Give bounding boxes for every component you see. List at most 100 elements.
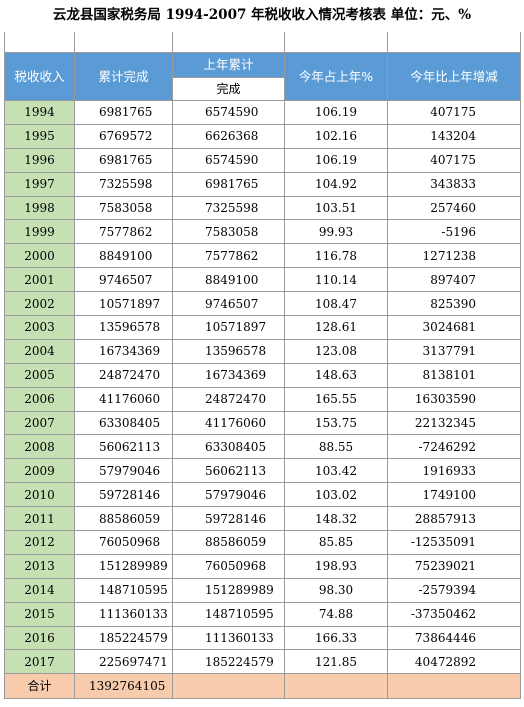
change-cell: 343833 xyxy=(387,171,521,197)
header-row-2: 完成 xyxy=(5,77,521,101)
cumulative-cell: 6981765 xyxy=(74,147,173,173)
cumulative-cell: 111360133 xyxy=(74,601,173,627)
year-cell: 1999 xyxy=(4,219,75,245)
prev-cumulative-cell: 76050968 xyxy=(172,553,285,579)
table-row: 1998 7583058 7325598 103.51 257460 xyxy=(4,195,521,221)
year-cell: 2012 xyxy=(4,530,75,555)
prev-cumulative-cell: 6981765 xyxy=(172,171,285,197)
year-cell: 1998 xyxy=(4,195,75,221)
header-tax-income: 税收收入 xyxy=(4,52,75,101)
percent-cell: 116.78 xyxy=(284,243,388,269)
percent-cell: 103.51 xyxy=(284,195,388,221)
percent-cell: 148.32 xyxy=(284,506,388,532)
prev-cumulative-cell: 9746507 xyxy=(172,291,285,317)
percent-cell: 153.75 xyxy=(284,410,388,436)
percent-cell: 99.93 xyxy=(284,219,388,245)
prev-cumulative-cell: 7583058 xyxy=(172,219,285,245)
percent-cell: 198.93 xyxy=(284,553,388,579)
cumulative-cell: 6769572 xyxy=(74,123,173,149)
change-cell: -12535091 xyxy=(387,530,521,555)
prev-cumulative-cell: 7325598 xyxy=(172,195,285,221)
prev-cumulative-cell: 88586059 xyxy=(172,530,285,555)
prev-cumulative-cell: 185224579 xyxy=(172,649,285,675)
cumulative-cell: 8849100 xyxy=(74,243,173,269)
year-cell: 2014 xyxy=(4,577,75,603)
cumulative-cell: 148710595 xyxy=(74,577,173,603)
cumulative-cell: 7325598 xyxy=(74,171,173,197)
prev-cumulative-cell: 148710595 xyxy=(172,601,285,627)
table-row: 1999 7577862 7583058 99.93 -5196 xyxy=(4,219,521,245)
year-cell: 2013 xyxy=(4,553,75,579)
year-cell: 2017 xyxy=(4,649,75,675)
table-row: 2003 13596578 10571897 128.61 3024681 xyxy=(4,315,521,340)
year-cell: 2008 xyxy=(4,434,75,460)
change-cell: 1916933 xyxy=(387,458,521,484)
cumulative-cell: 76050968 xyxy=(74,530,173,555)
prev-cumulative-cell: 16734369 xyxy=(172,362,285,388)
year-cell: 1995 xyxy=(4,123,75,149)
change-cell: 257460 xyxy=(387,195,521,221)
year-cell: 2001 xyxy=(4,267,75,293)
percent-cell: 88.55 xyxy=(284,434,388,460)
percent-cell: 148.63 xyxy=(284,362,388,388)
cumulative-cell: 57979046 xyxy=(74,458,173,484)
table-row: 2007 63308405 41176060 153.75 22132345 xyxy=(4,410,521,436)
cumulative-cell: 16734369 xyxy=(74,338,173,364)
prev-cumulative-cell: 41176060 xyxy=(172,410,285,436)
year-cell: 2003 xyxy=(4,315,75,340)
table-row: 1994 6981765 6574590 106.19 407175 xyxy=(4,100,521,125)
table-row: 2011 88586059 59728146 148.32 28857913 xyxy=(4,506,521,532)
prev-cumulative-cell: 6574590 xyxy=(172,100,285,125)
change-cell: -37350462 xyxy=(387,601,521,627)
table-row: 2017 225697471 185224579 121.85 40472892 xyxy=(4,649,521,675)
prev-cumulative-cell: 6574590 xyxy=(172,147,285,173)
prev-cumulative-cell: 111360133 xyxy=(172,625,285,651)
year-cell: 2000 xyxy=(4,243,75,269)
prev-cumulative-cell: 57979046 xyxy=(172,482,285,508)
year-cell: 2010 xyxy=(4,482,75,508)
table-row: 2000 8849100 7577862 116.78 1271238 xyxy=(4,243,521,269)
change-cell: 40472892 xyxy=(387,649,521,675)
table-row: 2009 57979046 56062113 103.42 1916933 xyxy=(4,458,521,484)
total-value: 1392764105 xyxy=(74,673,173,700)
table-row: 2002 10571897 9746507 108.47 825390 xyxy=(4,291,521,317)
blank-row xyxy=(4,32,521,53)
table-row: 2004 16734369 13596578 123.08 3137791 xyxy=(4,338,521,364)
year-cell: 2007 xyxy=(4,410,75,436)
percent-cell: 85.85 xyxy=(284,530,388,555)
year-cell: 2002 xyxy=(4,291,75,317)
total-label: 合计 xyxy=(4,673,75,700)
change-cell: 897407 xyxy=(387,267,521,293)
cumulative-cell: 88586059 xyxy=(74,506,173,532)
percent-cell: 104.92 xyxy=(284,171,388,197)
header-cumulative: 累计完成 xyxy=(74,52,173,101)
prev-cumulative-cell: 59728146 xyxy=(172,506,285,532)
change-cell: 407175 xyxy=(387,147,521,173)
table-row: 2006 41176060 24872470 165.55 16303590 xyxy=(4,386,521,412)
table-row: 2012 76050968 88586059 85.85 -12535091 xyxy=(4,530,521,555)
prev-cumulative-cell: 7577862 xyxy=(172,243,285,269)
prev-cumulative-cell: 13596578 xyxy=(172,338,285,364)
percent-cell: 106.19 xyxy=(284,100,388,125)
change-cell: 22132345 xyxy=(387,410,521,436)
percent-cell: 74.88 xyxy=(284,601,388,627)
cumulative-cell: 7577862 xyxy=(74,219,173,245)
cumulative-cell: 151289989 xyxy=(74,553,173,579)
prev-cumulative-cell: 63308405 xyxy=(172,434,285,460)
prev-cumulative-cell: 6626368 xyxy=(172,123,285,149)
tax-table: 税收收入 累计完成 上年累计 今年占上年% 今年比上年增减 完成 1994 698… xyxy=(4,32,521,700)
table-row: 2001 9746507 8849100 110.14 897407 xyxy=(4,267,521,293)
percent-cell: 103.42 xyxy=(284,458,388,484)
cumulative-cell: 13596578 xyxy=(74,315,173,340)
percent-cell: 123.08 xyxy=(284,338,388,364)
change-cell: 1271238 xyxy=(387,243,521,269)
year-cell: 2006 xyxy=(4,386,75,412)
year-cell: 2016 xyxy=(4,625,75,651)
change-cell: 16303590 xyxy=(387,386,521,412)
prev-cumulative-cell: 24872470 xyxy=(172,386,285,412)
cumulative-cell: 59728146 xyxy=(74,482,173,508)
year-cell: 2011 xyxy=(4,506,75,532)
percent-cell: 103.02 xyxy=(284,482,388,508)
change-cell: 75239021 xyxy=(387,553,521,579)
cumulative-cell: 7583058 xyxy=(74,195,173,221)
